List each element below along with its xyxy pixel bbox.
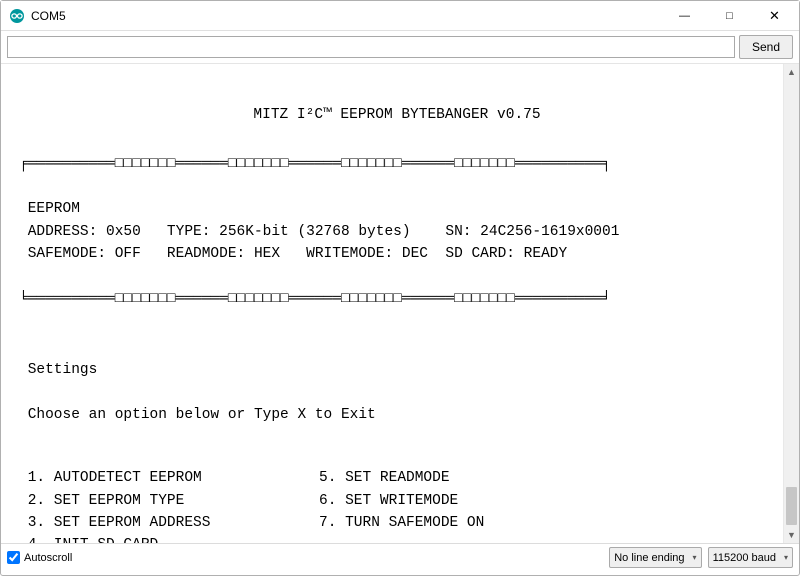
menu-item-5: 5. SET READMODE [319,470,450,486]
menu-item-7: 7. TURN SAFEMODE ON [319,515,484,531]
box-border-bottom: ╘══════════□□□□□□□══════□□□□□□□══════□□□… [19,288,775,310]
scroll-up-icon[interactable]: ▲ [784,64,799,80]
send-row: Send [1,31,799,63]
terminal-wrap: MITZ I²C™ EEPROM BYTEBANGER v0.75 ╒═════… [1,63,799,543]
menu-item-2: 2. SET EEPROM TYPE [19,493,184,509]
send-button[interactable]: Send [739,35,793,59]
footer-bar: Autoscroll No line ending ▾ 115200 baud … [1,543,799,571]
close-button[interactable]: ✕ [752,2,797,30]
menu-columns: 1. AUTODETECT EEPROM 2. SET EEPROM TYPE … [19,467,775,543]
info-line-2: ADDRESS: 0x50 TYPE: 256K-bit (32768 byte… [19,224,619,240]
baud-select[interactable]: 115200 baud ▾ [708,547,793,568]
autoscroll-input[interactable] [7,551,20,564]
menu-col-left: 1. AUTODETECT EEPROM 2. SET EEPROM TYPE … [19,467,319,543]
menu-item-4: 4. INIT SD CARD [19,537,158,543]
info-line-1: EEPROM [19,201,80,217]
box-border-top: ╒══════════□□□□□□□══════□□□□□□□══════□□□… [19,153,775,175]
arduino-icon [9,8,25,24]
settings-heading: Settings [19,362,97,378]
settings-block: Settings Choose an option below or Type … [19,359,775,426]
app-title: MITZ I²C™ EEPROM BYTEBANGER v0.75 [19,104,775,126]
menu-item-6: 6. SET WRITEMODE [319,493,458,509]
autoscroll-label: Autoscroll [24,552,72,564]
scroll-thumb[interactable] [786,487,797,525]
minimize-button[interactable]: — [662,2,707,30]
menu-col-right: 5. SET READMODE 6. SET WRITEMODE 7. TURN… [319,467,484,543]
window-title: COM5 [31,9,662,23]
menu-item-3: 3. SET EEPROM ADDRESS [19,515,210,531]
menu-item-1: 1. AUTODETECT EEPROM [19,470,202,486]
vertical-scrollbar[interactable]: ▲ ▼ [783,64,799,543]
serial-terminal: MITZ I²C™ EEPROM BYTEBANGER v0.75 ╒═════… [1,64,783,543]
eeprom-info: EEPROM ADDRESS: 0x50 TYPE: 256K-bit (327… [19,198,775,265]
line-ending-value: No line ending [614,552,684,564]
window-titlebar: COM5 — □ ✕ [1,1,799,31]
chevron-down-icon: ▾ [784,553,788,562]
baud-value: 115200 baud [713,552,776,564]
line-ending-select[interactable]: No line ending ▾ [609,547,701,568]
serial-input[interactable] [7,36,735,58]
maximize-button[interactable]: □ [707,2,752,30]
scroll-down-icon[interactable]: ▼ [784,527,799,543]
autoscroll-checkbox[interactable]: Autoscroll [7,551,72,564]
info-line-3: SAFEMODE: OFF READMODE: HEX WRITEMODE: D… [19,246,567,262]
chevron-down-icon: ▾ [693,553,697,562]
settings-prompt: Choose an option below or Type X to Exit [19,407,376,423]
